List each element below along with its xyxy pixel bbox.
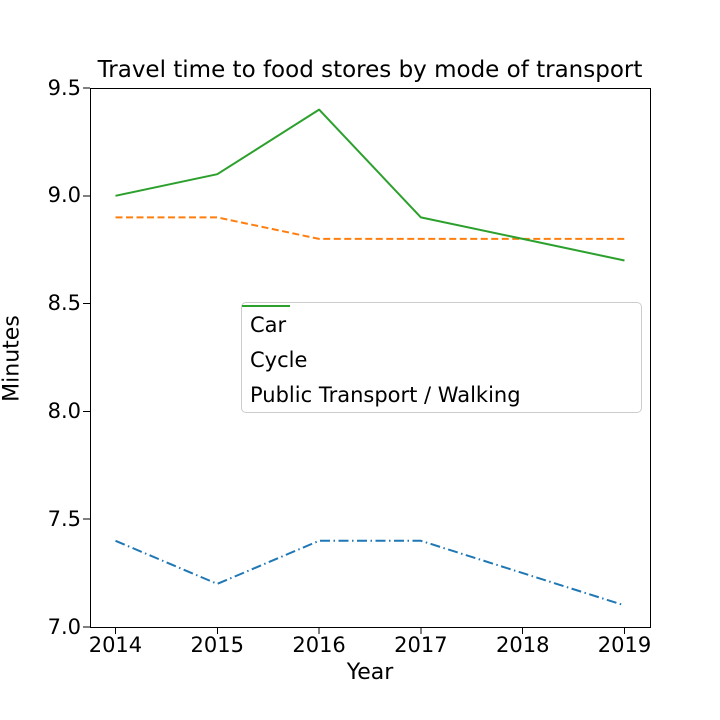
- x-axis-label: Year: [346, 660, 394, 685]
- chart-title: Travel time to food stores by mode of tr…: [97, 57, 643, 83]
- y-tick-label: 8.5: [47, 291, 81, 316]
- legend-label-cycle: Cycle: [250, 347, 308, 372]
- y-tick-label: 9.5: [47, 75, 81, 100]
- legend-entry-cycle: Cycle: [242, 305, 641, 377]
- y-tick-label: 8.0: [47, 398, 81, 423]
- x-tick-label: 2017: [394, 633, 448, 657]
- x-tick-label: 2016: [292, 633, 346, 657]
- legend-entry-car: Car: [242, 305, 641, 342]
- x-tick-label: 2014: [88, 633, 143, 657]
- y-axis-label: Minutes: [0, 315, 25, 402]
- x-tick-label: 2018: [495, 633, 550, 657]
- legend-label-public-transport-walking: Public Transport / Walking: [250, 382, 521, 407]
- y-tick-label: 7.0: [47, 614, 81, 639]
- series-line-cycle: [115, 216, 625, 240]
- public-transport-walking-line-sample-icon: [242, 305, 290, 307]
- legend-label-car: Car: [250, 312, 287, 337]
- legend-entry-public-transport-walking: Public Transport / Walking: [242, 305, 641, 412]
- series-line-car: [115, 539, 625, 607]
- series-line-public-transport-walking: [115, 108, 625, 262]
- x-tick-label: 2015: [190, 633, 244, 657]
- axes-spines: [90, 88, 651, 628]
- legend: Car Cycle Public Transport / Walking: [241, 302, 642, 413]
- x-tick-label: 2019: [597, 633, 652, 657]
- y-tick-label: 9.0: [47, 183, 81, 208]
- y-tick-label: 7.5: [47, 506, 81, 531]
